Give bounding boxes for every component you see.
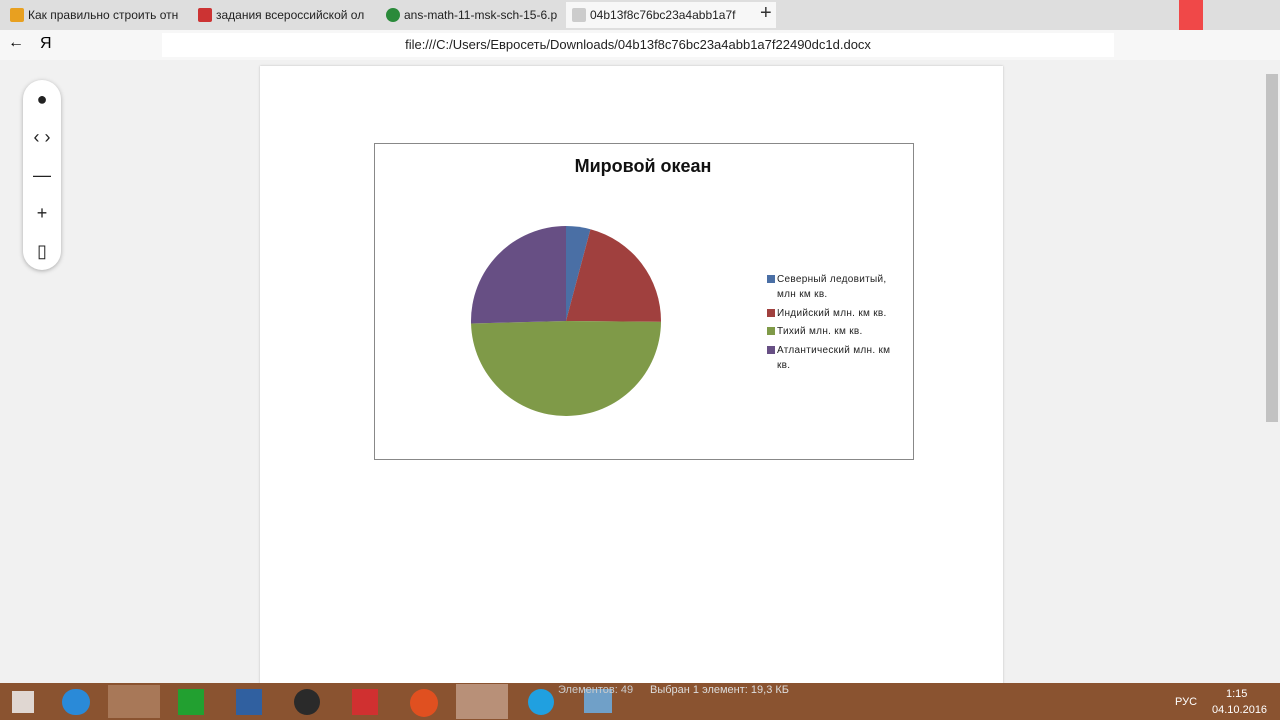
- status-text: Элементов: 49: [558, 684, 634, 696]
- tool-nav[interactable]: ‹ ›: [33, 127, 51, 147]
- tab[interactable]: задания всероссийской ол: [192, 4, 394, 26]
- tool-pointer[interactable]: ●: [36, 89, 48, 109]
- app-icon[interactable]: [294, 689, 320, 715]
- legend-entry: Тихий млн. км кв.: [767, 324, 902, 339]
- chart-title: Мировой океан: [575, 156, 712, 176]
- tool-zoom-out[interactable]: —: [33, 165, 51, 185]
- tool-zoom-in[interactable]: +: [36, 203, 48, 223]
- selection-text: Выбран 1 элемент: 19,3 КБ: [650, 684, 789, 696]
- legend-swatch: [767, 346, 775, 354]
- app-icon[interactable]: [410, 689, 438, 717]
- tab-title: Как правильно строить отн: [28, 8, 179, 22]
- app-icon[interactable]: [178, 689, 204, 715]
- app-icon[interactable]: [528, 689, 554, 715]
- yandex-logo[interactable]: Я: [40, 35, 52, 52]
- address-bar[interactable]: file:///C:/Users/Евросеть/Downloads/04b1…: [162, 33, 1114, 57]
- tab[interactable]: Как правильно строить отн: [4, 4, 206, 26]
- app-icon[interactable]: [456, 684, 508, 719]
- app-icon[interactable]: [584, 689, 612, 713]
- app-icon[interactable]: [108, 685, 160, 718]
- tab[interactable]: ans-math-11-msk-sch-15-6.p: [380, 4, 580, 26]
- tab-strip: Как правильно строить отн задания всерос…: [0, 0, 1280, 30]
- legend-swatch: [767, 327, 775, 335]
- taskbar: Элементов: 49 Выбран 1 элемент: 19,3 КБ …: [0, 683, 1280, 720]
- app-icon[interactable]: [352, 689, 378, 715]
- tab-title: 04b13f8c76bc23a4abb1a7f: [590, 8, 736, 22]
- legend-swatch: [767, 275, 775, 283]
- clock-time[interactable]: 1:15: [1226, 688, 1248, 700]
- clock-date[interactable]: 04.10.2016: [1212, 704, 1268, 716]
- viewer-tools: [23, 80, 61, 270]
- pie-slice: [471, 226, 566, 324]
- tab-title: задания всероссийской ол: [216, 8, 365, 22]
- scrollbar[interactable]: [1266, 74, 1278, 422]
- legend-label: Тихий млн. км кв.: [777, 326, 863, 337]
- address-text: file:///C:/Users/Евросеть/Downloads/04b1…: [405, 37, 871, 52]
- legend-label: Индийский млн. км кв.: [777, 308, 887, 319]
- language[interactable]: РУС: [1175, 696, 1198, 708]
- legend-label: Атлантический млн. км кв.: [777, 345, 891, 371]
- legend-swatch: [767, 309, 775, 317]
- menu-button[interactable]: [1179, 0, 1203, 30]
- pie-slice: [471, 321, 661, 416]
- toolbar: ← Я file:///C:/Users/Евросеть/Downloads/…: [0, 30, 1280, 60]
- app-icon[interactable]: [62, 689, 90, 715]
- legend-label: Северный ледовитый, млн км кв.: [777, 274, 887, 300]
- tab-active[interactable]: 04b13f8c76bc23a4abb1a7f: [566, 2, 776, 28]
- new-tab[interactable]: +: [760, 2, 772, 24]
- start-button[interactable]: [12, 691, 34, 713]
- legend-entry: Северный ледовитый, млн км кв.: [767, 272, 902, 302]
- tool-fit[interactable]: ▯: [37, 241, 47, 261]
- back-button[interactable]: ←: [8, 34, 24, 51]
- tab-title: ans-math-11-msk-sch-15-6.p: [404, 8, 558, 22]
- legend-entry: Атлантический млн. км кв.: [767, 343, 902, 373]
- legend-entry: Индийский млн. км кв.: [767, 306, 902, 321]
- pie-slice: [566, 229, 661, 322]
- app-icon[interactable]: [236, 689, 262, 715]
- pie-slice: [566, 226, 591, 321]
